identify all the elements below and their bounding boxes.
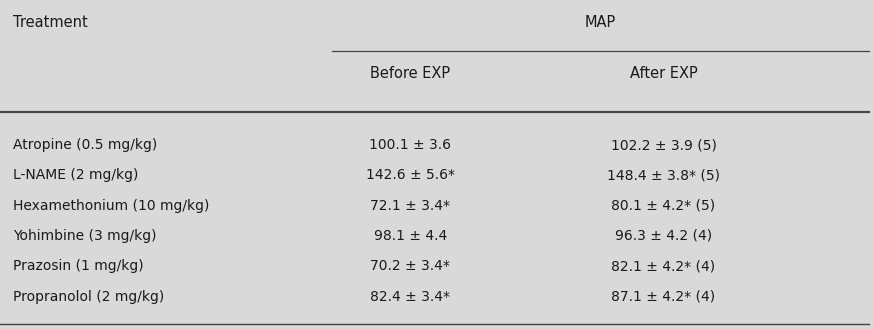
Text: MAP: MAP [585, 15, 615, 30]
Text: 82.1 ± 4.2* (4): 82.1 ± 4.2* (4) [611, 259, 716, 273]
Text: 87.1 ± 4.2* (4): 87.1 ± 4.2* (4) [611, 290, 716, 304]
Text: Yohimbine (3 mg/kg): Yohimbine (3 mg/kg) [13, 229, 156, 243]
Text: Atropine (0.5 mg/kg): Atropine (0.5 mg/kg) [13, 138, 157, 152]
Text: 98.1 ± 4.4: 98.1 ± 4.4 [374, 229, 447, 243]
Text: 148.4 ± 3.8* (5): 148.4 ± 3.8* (5) [607, 168, 720, 183]
Text: Propranolol (2 mg/kg): Propranolol (2 mg/kg) [13, 290, 164, 304]
Text: 82.4 ± 3.4*: 82.4 ± 3.4* [370, 290, 450, 304]
Text: 96.3 ± 4.2 (4): 96.3 ± 4.2 (4) [615, 229, 712, 243]
Text: Hexamethonium (10 mg/kg): Hexamethonium (10 mg/kg) [13, 199, 210, 213]
Text: 102.2 ± 3.9 (5): 102.2 ± 3.9 (5) [610, 138, 717, 152]
Text: 100.1 ± 3.6: 100.1 ± 3.6 [369, 138, 451, 152]
Text: 70.2 ± 3.4*: 70.2 ± 3.4* [370, 259, 450, 273]
Text: After EXP: After EXP [629, 66, 698, 81]
Text: 80.1 ± 4.2* (5): 80.1 ± 4.2* (5) [611, 199, 716, 213]
Text: L-NAME (2 mg/kg): L-NAME (2 mg/kg) [13, 168, 139, 183]
Text: Before EXP: Before EXP [370, 66, 450, 81]
Text: Prazosin (1 mg/kg): Prazosin (1 mg/kg) [13, 259, 144, 273]
Text: Treatment: Treatment [13, 15, 88, 30]
Text: 72.1 ± 3.4*: 72.1 ± 3.4* [370, 199, 450, 213]
Text: 142.6 ± 5.6*: 142.6 ± 5.6* [366, 168, 455, 183]
